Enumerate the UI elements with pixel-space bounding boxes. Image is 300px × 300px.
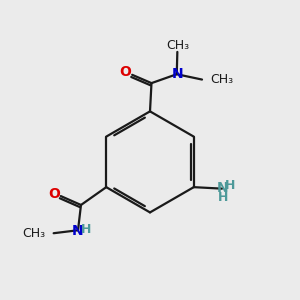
Text: H: H	[225, 179, 236, 192]
Text: H: H	[81, 223, 92, 236]
Text: N: N	[172, 67, 184, 81]
Text: N: N	[72, 224, 83, 238]
Text: CH₃: CH₃	[210, 73, 233, 86]
Text: CH₃: CH₃	[22, 227, 45, 240]
Text: CH₃: CH₃	[166, 39, 189, 52]
Text: O: O	[120, 65, 132, 80]
Text: N: N	[217, 181, 229, 195]
Text: H: H	[218, 191, 229, 204]
Text: O: O	[48, 187, 60, 201]
